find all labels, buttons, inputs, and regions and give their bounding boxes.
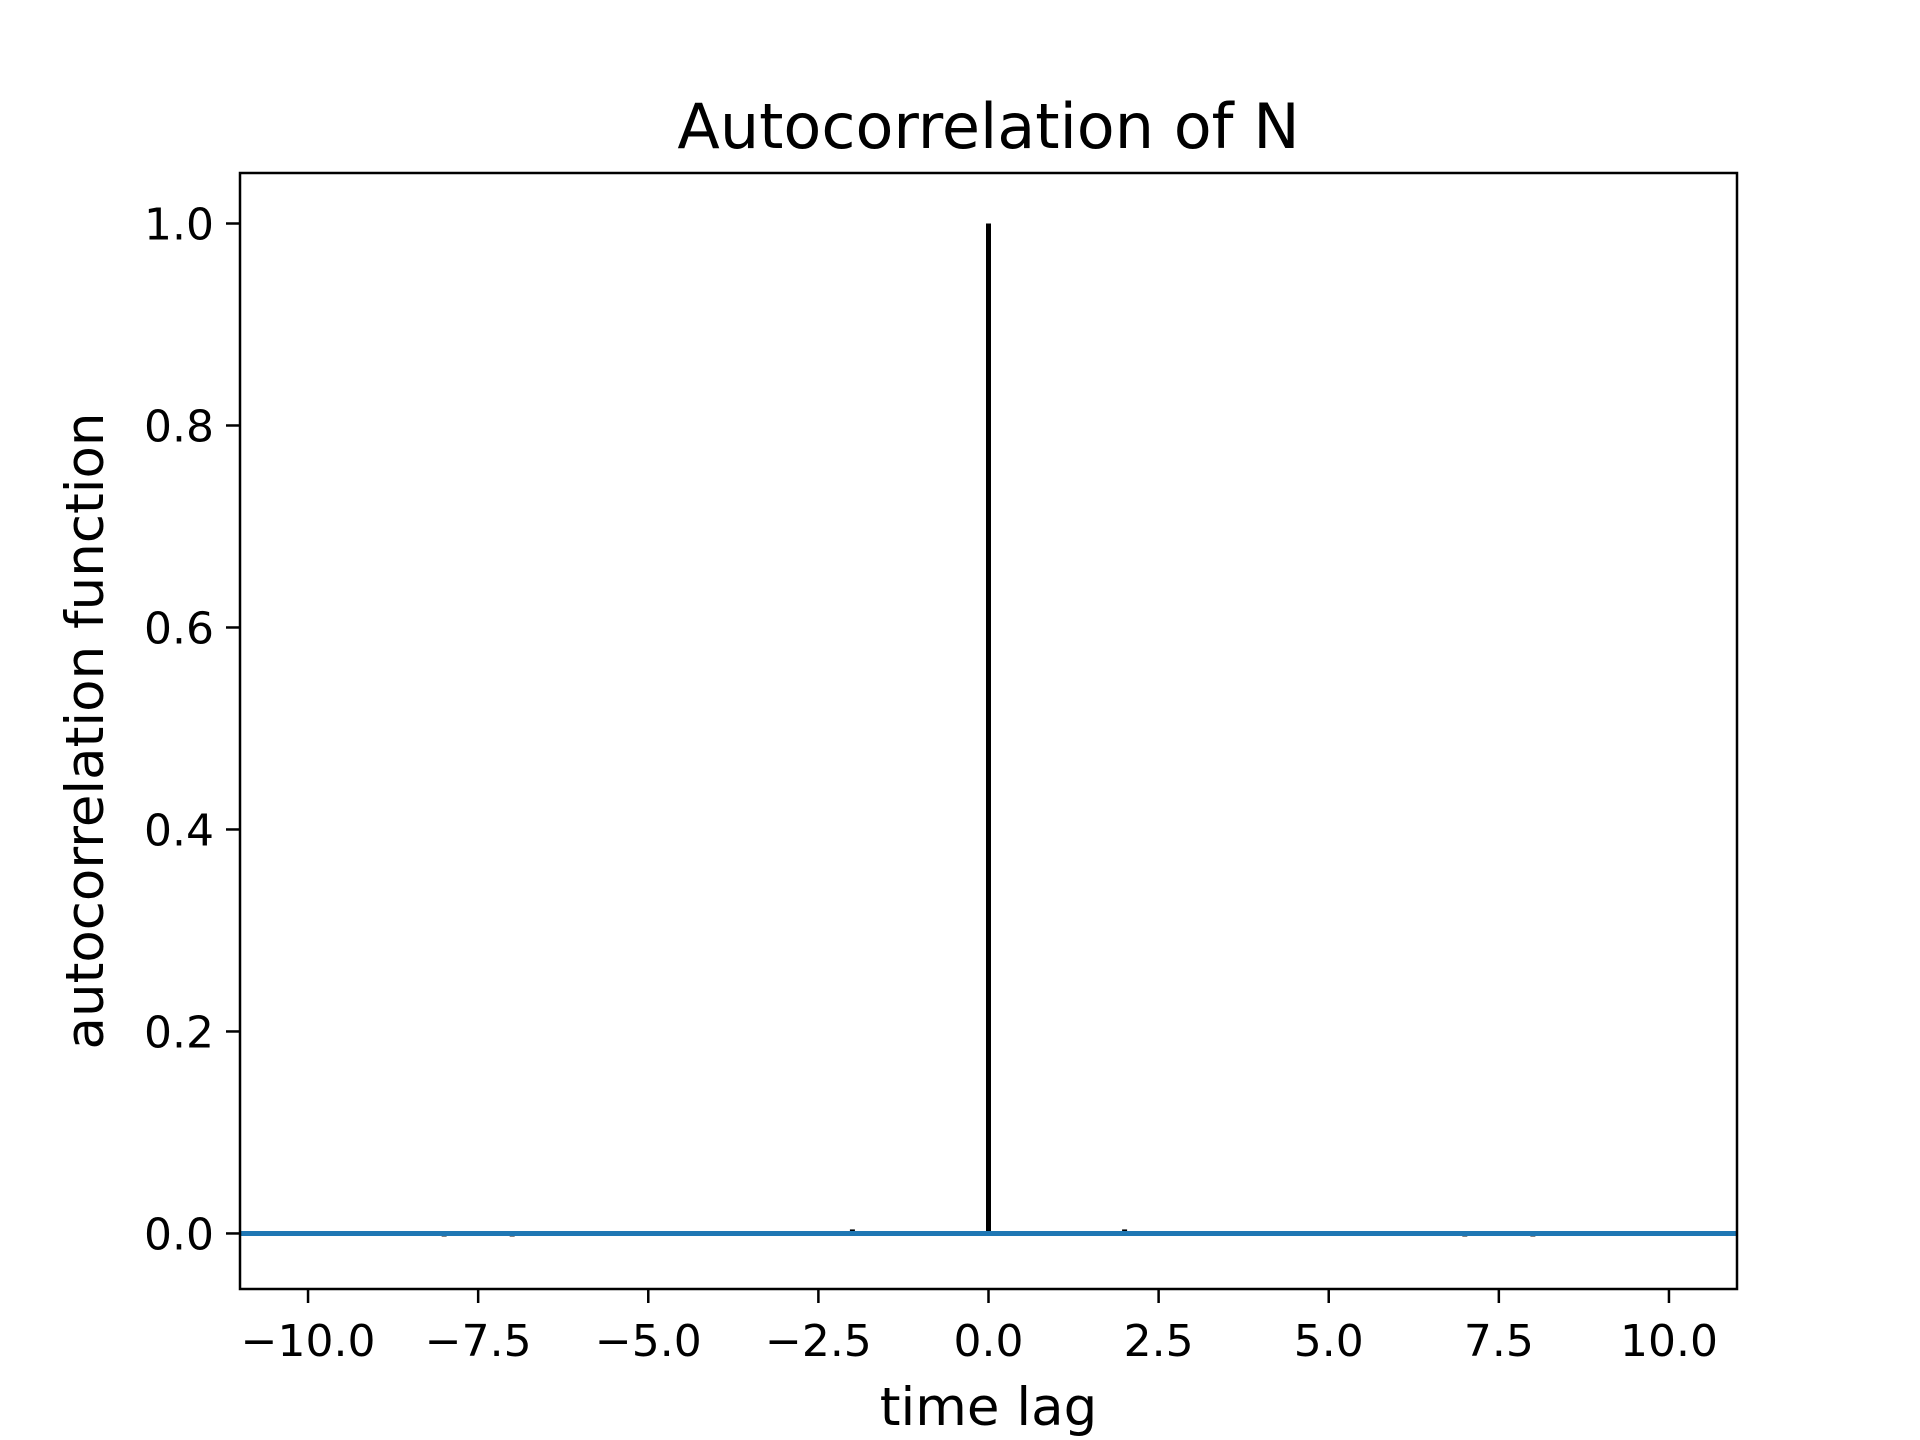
y-axis-label: autocorrelation function: [55, 412, 116, 1049]
x-tick-label: −2.5: [765, 1316, 872, 1367]
x-tick-label: −10.0: [241, 1316, 376, 1367]
y-tick-label: 0.6: [144, 603, 214, 654]
x-tick-label: 7.5: [1464, 1316, 1534, 1367]
x-tick-label: −7.5: [425, 1316, 532, 1367]
plot-area: [240, 223, 1737, 1237]
chart-title: Autocorrelation of N: [677, 90, 1299, 163]
axes-frame: [238, 171, 1739, 1291]
x-axis-label: time lag: [880, 1377, 1097, 1438]
x-tick-label: 10.0: [1620, 1316, 1718, 1367]
y-tick-label: 0.0: [144, 1209, 214, 1260]
x-tick-label: 0.0: [954, 1316, 1024, 1367]
x-axis: −10.0 −7.5 −5.0 −2.5 0.0 2.5 5.0 7.5 10.0: [241, 1289, 1718, 1367]
y-axis: 0.0 0.2 0.4 0.6 0.8 1.0: [144, 199, 240, 1260]
x-tick-label: 2.5: [1124, 1316, 1194, 1367]
x-tick-label: −5.0: [595, 1316, 702, 1367]
y-tick-label: 0.2: [144, 1007, 214, 1058]
x-tick-label: 5.0: [1294, 1316, 1364, 1367]
y-tick-label: 1.0: [144, 199, 214, 250]
y-tick-label: 0.4: [144, 805, 214, 856]
y-tick-label: 0.8: [144, 401, 214, 452]
